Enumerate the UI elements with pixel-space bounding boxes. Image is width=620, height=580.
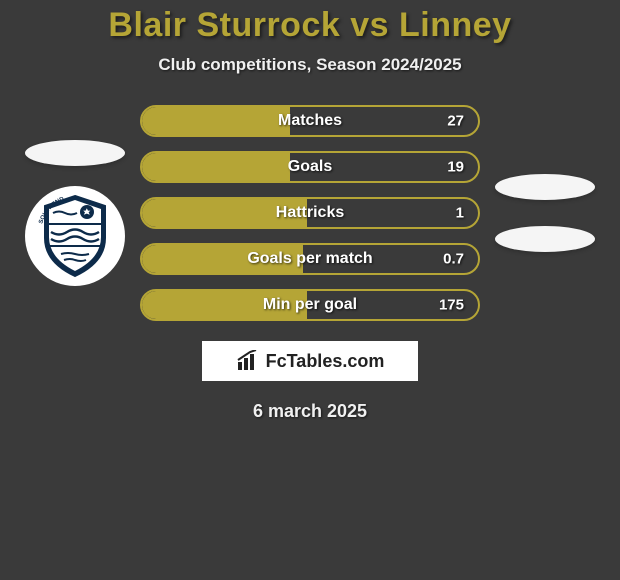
stat-label: Goals per match bbox=[247, 250, 372, 268]
date-label: 6 march 2025 bbox=[0, 401, 620, 422]
comparison-row: SOUTHEND Matches 27 Goals 19 Hattricks 1 bbox=[0, 105, 620, 321]
placeholder-ellipse bbox=[25, 140, 125, 166]
stat-bar-goals-per-match: Goals per match 0.7 bbox=[140, 243, 480, 275]
stat-bar-fill bbox=[142, 107, 290, 135]
subtitle: Club competitions, Season 2024/2025 bbox=[0, 55, 620, 75]
brand-box[interactable]: FcTables.com bbox=[202, 341, 418, 381]
stat-label: Hattricks bbox=[276, 204, 344, 222]
stat-value: 0.7 bbox=[443, 251, 464, 268]
left-team-column: SOUTHEND bbox=[20, 140, 130, 286]
stat-label: Goals bbox=[288, 158, 332, 176]
brand-text: FcTables.com bbox=[266, 351, 385, 372]
placeholder-ellipse bbox=[495, 174, 595, 200]
bar-chart-icon bbox=[236, 350, 262, 372]
placeholder-ellipse bbox=[495, 226, 595, 252]
stats-column: Matches 27 Goals 19 Hattricks 1 Goals pe… bbox=[140, 105, 480, 321]
comparison-card: Blair Sturrock vs Linney Club competitio… bbox=[0, 0, 620, 422]
page-title: Blair Sturrock vs Linney bbox=[0, 6, 620, 45]
stat-value: 19 bbox=[447, 159, 464, 176]
stat-bar-fill bbox=[142, 153, 290, 181]
stat-value: 1 bbox=[456, 205, 464, 222]
stat-bar-goals: Goals 19 bbox=[140, 151, 480, 183]
stat-bar-min-per-goal: Min per goal 175 bbox=[140, 289, 480, 321]
southend-united-crest-icon: SOUTHEND bbox=[31, 192, 119, 280]
stat-bar-matches: Matches 27 bbox=[140, 105, 480, 137]
stat-label: Min per goal bbox=[263, 296, 357, 314]
stat-bar-hattricks: Hattricks 1 bbox=[140, 197, 480, 229]
right-team-column bbox=[490, 174, 600, 252]
team-logo-left: SOUTHEND bbox=[25, 186, 125, 286]
stat-value: 27 bbox=[447, 113, 464, 130]
stat-label: Matches bbox=[278, 112, 342, 130]
stat-value: 175 bbox=[439, 297, 464, 314]
